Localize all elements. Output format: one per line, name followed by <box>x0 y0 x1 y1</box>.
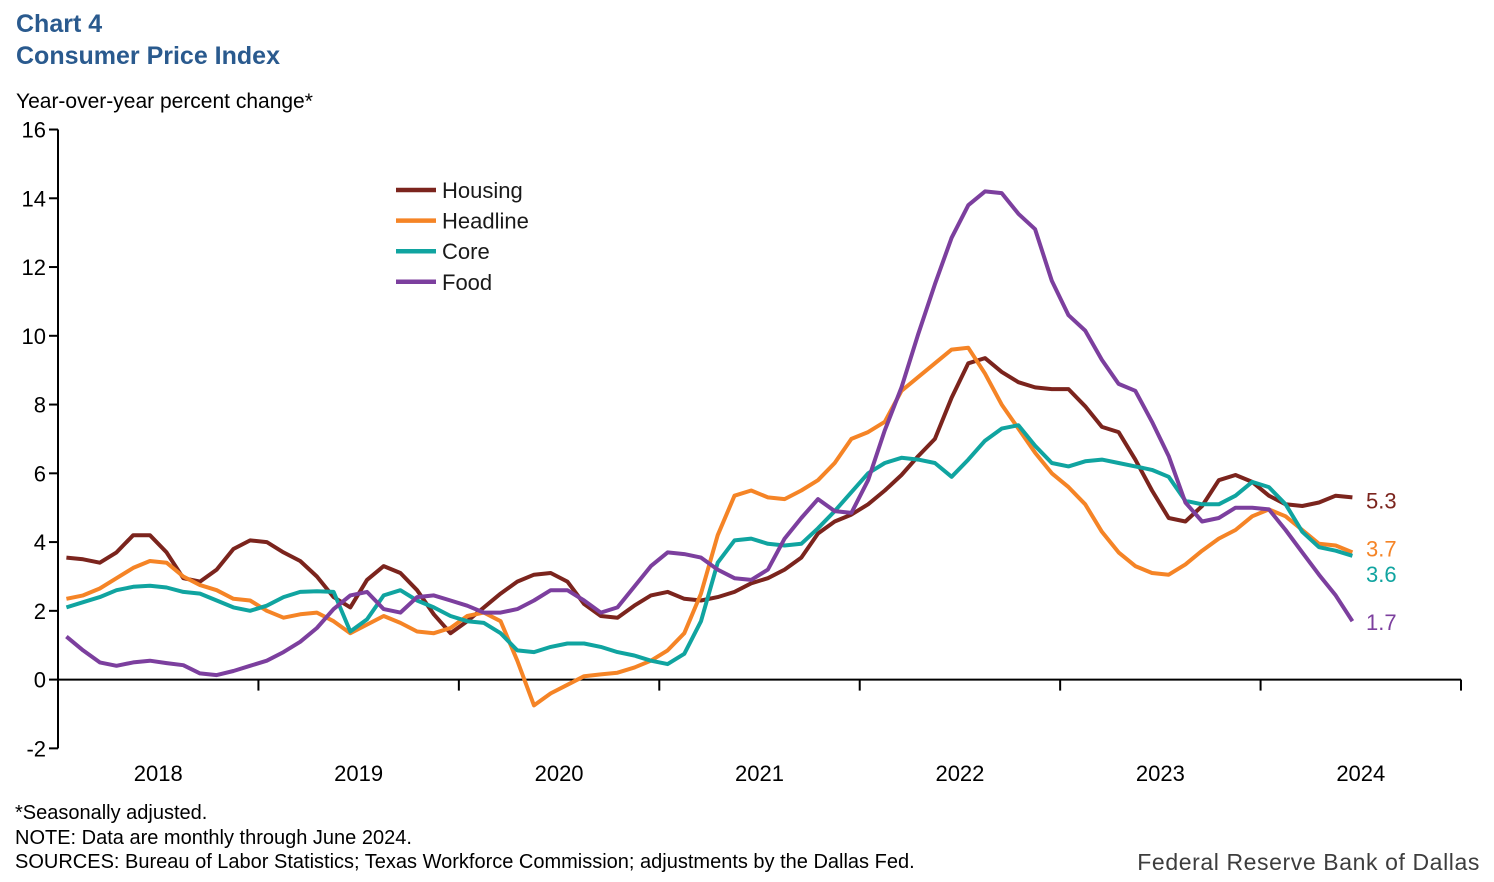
series-line-headline <box>66 345 1354 708</box>
legend-label-headline: Headline <box>442 209 529 234</box>
y-axis-tick-label: 0 <box>34 668 46 693</box>
x-axis-year-label: 2024 <box>1336 761 1385 786</box>
chart-header: Chart 4 Consumer Price Index Year-over-y… <box>16 8 313 114</box>
y-axis-tick-label: 14 <box>22 186 46 211</box>
footnote-sources: SOURCES: Bureau of Labor Statistics; Tex… <box>15 851 915 873</box>
y-axis-tick-label: 8 <box>34 393 46 418</box>
y-axis-tick-label: 12 <box>22 255 46 280</box>
y-axis-tick-label: 2 <box>34 599 46 624</box>
series-line-core <box>65 423 1353 667</box>
y-axis-tick-label: 16 <box>22 118 46 143</box>
y-axis-tick-label: -2 <box>26 736 46 761</box>
end-value-label-headline: 3.7 <box>1366 536 1397 561</box>
x-axis-year-label: 2021 <box>735 761 784 786</box>
end-value-label-housing: 5.3 <box>1366 488 1397 513</box>
series-line-food <box>65 189 1355 678</box>
chart-title: Consumer Price Index <box>16 42 280 70</box>
y-axis-tick-label: 4 <box>34 530 46 555</box>
y-axis-tick-label: 10 <box>22 324 46 349</box>
footnote-note: NOTE: Data are monthly through June 2024… <box>15 826 412 849</box>
legend-label-housing: Housing <box>442 178 523 203</box>
chart-subtitle: Year-over-year percent change* <box>16 90 313 113</box>
x-axis-year-label: 2020 <box>535 761 584 786</box>
branding-federal-reserve-bank-of-dallas: Federal Reserve Bank of Dallas <box>1137 849 1480 875</box>
legend-label-food: Food <box>442 270 492 295</box>
x-axis-year-label: 2023 <box>1136 761 1185 786</box>
chart-number: Chart 4 <box>16 10 103 38</box>
y-axis-tick-label: 6 <box>34 461 46 486</box>
x-axis-year-label: 2018 <box>134 761 183 786</box>
end-value-label-food: 1.7 <box>1366 610 1397 635</box>
footnote-seasonally-adjusted: *Seasonally adjusted. <box>15 802 208 824</box>
end-value-label-core: 3.6 <box>1366 562 1397 587</box>
chart-footnotes: *Seasonally adjusted. NOTE: Data are mon… <box>15 801 915 875</box>
x-axis-year-label: 2019 <box>334 761 383 786</box>
legend-label-core: Core <box>442 239 490 264</box>
x-axis-year-label: 2022 <box>935 761 984 786</box>
